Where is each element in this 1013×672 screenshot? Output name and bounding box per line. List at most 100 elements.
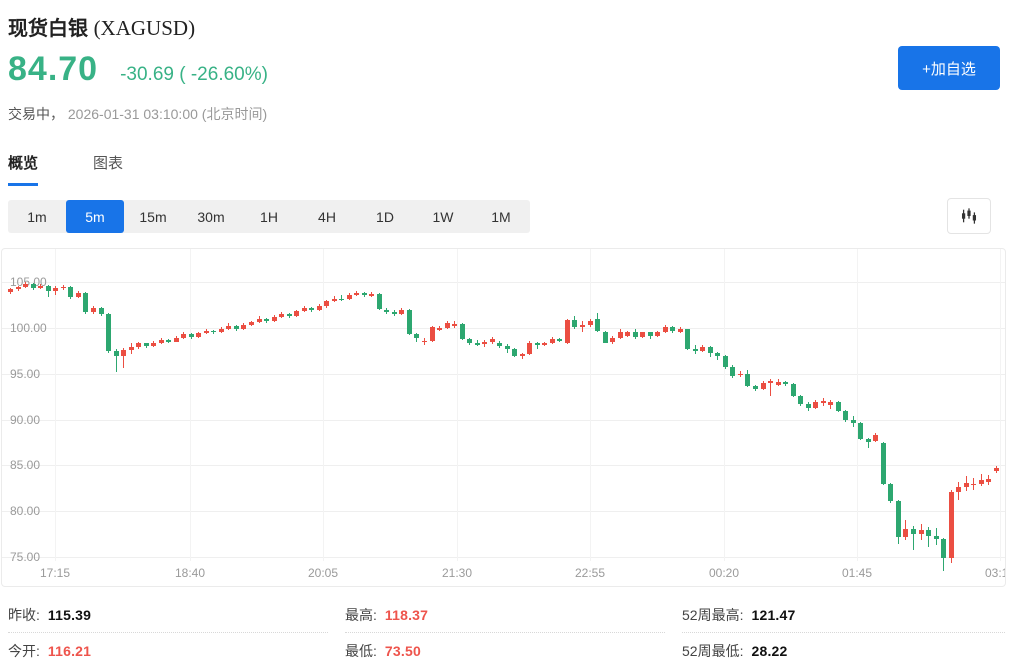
candle-body: [880, 443, 886, 484]
candle-body: [53, 288, 59, 292]
candle-body: [692, 348, 698, 351]
stat-open: 今开: 116.21: [8, 633, 328, 668]
timeframe-5m[interactable]: 5m: [66, 200, 124, 233]
stat-label: 今开:: [8, 642, 40, 659]
candle-body: [203, 330, 209, 334]
stat-value: 115.39: [47, 607, 92, 623]
candle-body: [670, 326, 676, 332]
candle-body: [835, 402, 841, 412]
candle-body: [820, 401, 826, 403]
add-watchlist-button[interactable]: +加自选: [898, 46, 1000, 90]
candle-wick: [980, 473, 982, 487]
stat-label: 昨收:: [8, 607, 40, 623]
candle-body: [437, 327, 443, 330]
price-change: -30.69 ( -26.60%): [120, 64, 268, 85]
candle-body: [941, 538, 947, 558]
candle-body: [715, 352, 721, 357]
y-gridline: [2, 419, 1005, 421]
candle-body: [722, 356, 728, 368]
candle-body: [993, 468, 999, 471]
candle-body: [933, 535, 939, 539]
y-gridline: [2, 373, 1005, 375]
candle-body: [459, 324, 465, 339]
candle-wick: [867, 437, 869, 448]
candle-body: [768, 381, 774, 383]
candle-body: [384, 309, 390, 313]
candle-body: [444, 323, 450, 328]
candle-body: [309, 307, 315, 311]
candle-body: [564, 319, 570, 344]
candle-body: [279, 314, 285, 317]
candle-body: [572, 319, 578, 327]
candle-body: [730, 367, 736, 376]
stat-value: 116.21: [47, 642, 92, 659]
candle-body: [926, 529, 932, 536]
y-axis-label: 105.00: [10, 275, 47, 289]
tab-chart[interactable]: 图表: [93, 155, 124, 172]
timeframe-1d[interactable]: 1D: [376, 208, 394, 225]
candle-wick: [123, 348, 125, 369]
trading-state: 交易中，: [8, 106, 64, 122]
price-row: 84.70 -30.69 ( -26.60%): [8, 50, 268, 89]
last-price: 84.70: [8, 50, 99, 88]
y-gridline: [2, 465, 1005, 467]
candle-wick: [928, 526, 930, 547]
candle-wick: [770, 379, 772, 396]
candle-body: [850, 420, 856, 424]
candlestick-icon: [960, 207, 978, 225]
x-gridline: [1000, 249, 1001, 561]
candle-body: [737, 373, 743, 376]
timeframe-30m[interactable]: 30m: [197, 208, 225, 225]
candle-body: [542, 343, 548, 346]
y-axis-label: 85.00: [10, 458, 41, 473]
chart-type-button[interactable]: [947, 198, 991, 234]
tab-overview[interactable]: 概览: [8, 152, 39, 186]
candle-body: [369, 293, 375, 296]
candlestick-chart[interactable]: 105.00 100.00 95.00 90.00 85.00 80.00 75.00 17:…: [1, 248, 1006, 587]
candle-body: [482, 341, 488, 345]
y-axis-label: 95.00: [10, 366, 41, 381]
x-gridline: [323, 249, 324, 561]
stat-label: 最高:: [345, 607, 377, 623]
candle-body: [587, 320, 593, 326]
candle-body: [858, 423, 864, 439]
candle-body: [339, 298, 345, 301]
candle-body: [376, 293, 382, 310]
candle-body: [865, 438, 871, 442]
stat-52w-low: 52周最低: 28.22: [682, 633, 1005, 668]
stats-column-3: 52周最高: 121.47 52周最低: 28.22: [682, 598, 1005, 668]
candle-body: [218, 328, 224, 333]
timeframe-1w[interactable]: 1W: [432, 208, 454, 225]
timeframe-1m[interactable]: 1m: [27, 208, 47, 225]
timeframe-1mo[interactable]: 1M: [491, 208, 511, 225]
candle-body: [391, 312, 397, 315]
candle-body: [30, 283, 36, 289]
candle-body: [700, 347, 706, 351]
candle-body: [452, 324, 458, 326]
y-axis-label: 90.00: [10, 412, 41, 427]
timeframe-4h[interactable]: 4H: [318, 208, 336, 225]
candle-body: [753, 385, 758, 390]
view-tabs: 概览 图表: [8, 152, 123, 186]
candle-body: [286, 314, 292, 316]
timeframe-15m[interactable]: 15m: [139, 208, 167, 225]
candle-body: [271, 316, 277, 322]
stat-value: 118.37: [384, 607, 429, 623]
y-axis-label: 75.00: [10, 550, 41, 564]
page-title: 现货白银 (XAGUSD): [8, 12, 195, 41]
instrument-symbol: (XAGUSD): [93, 16, 196, 40]
candle-body: [948, 491, 954, 558]
candle-body: [489, 338, 495, 342]
stat-52w-high: 52周最高: 121.47: [682, 598, 1005, 633]
stat-label: 52周最高:: [682, 607, 744, 623]
x-gridline: [857, 249, 858, 561]
candle-body: [151, 342, 157, 347]
candle-body: [91, 307, 96, 313]
candle-body: [903, 528, 909, 537]
market-status: 交易中， 2026-01-31 03:10:00 (北京时间): [8, 104, 267, 124]
stat-value: 73.50: [384, 642, 421, 659]
candle-wick: [912, 525, 914, 550]
timeframe-1h[interactable]: 1H: [260, 208, 278, 225]
candle-body: [316, 305, 322, 311]
